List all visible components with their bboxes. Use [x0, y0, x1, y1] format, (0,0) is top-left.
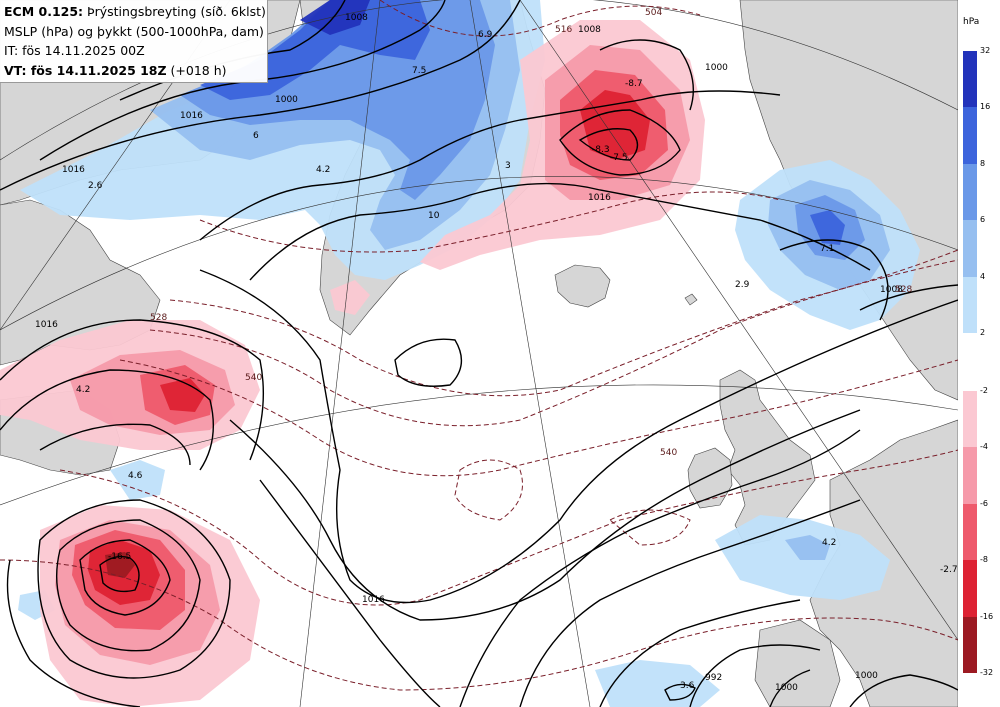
header-line-1: ECM 0.125: Þrýstingsbreyting (síð. 6klst… — [4, 2, 267, 22]
header-line-3: IT: fös 14.11.2025 00Z — [4, 43, 145, 58]
change-label: -2.7 — [940, 565, 958, 575]
map-labels: 1016 1016 1016 1016 1016 1008 1000 1008 … — [35, 8, 958, 693]
change-label: 2.9 — [735, 280, 750, 290]
change-label: 4.6 — [128, 471, 143, 481]
rise-swatch — [963, 51, 977, 108]
lead-time: (+018 h) — [166, 62, 227, 78]
isobar-label: 1000 — [275, 95, 298, 105]
fall-swatch — [963, 503, 977, 561]
change-label: 3 — [505, 161, 511, 171]
map-header: ECM 0.125: Þrýstingsbreyting (síð. 6klst… — [0, 0, 268, 83]
legend-unit: hPa — [963, 17, 980, 27]
change-label: 4.2 — [316, 165, 330, 175]
thickness-label: 540 — [660, 448, 677, 458]
color-legend: hPa 32 16 8 6 4 2 -2 -4 -6 -8 -16 -32 — [958, 0, 1000, 707]
change-label: 10 — [428, 211, 440, 221]
fall-swatch — [963, 616, 977, 673]
thickness-contours — [0, 0, 958, 691]
change-label: 6.9 — [478, 30, 493, 40]
fall-swatch — [963, 391, 977, 448]
fall-tick-label: -6 — [980, 498, 988, 508]
isobar-label: 1016 — [588, 193, 611, 203]
change-label: -16.5 — [108, 552, 131, 562]
graticule — [0, 0, 958, 707]
isobar-label: 1008 — [345, 13, 368, 23]
change-label: 2.6 — [88, 181, 103, 191]
isobar-label: 1016 — [362, 595, 385, 605]
isobar-label: 1016 — [62, 165, 85, 175]
isobar-label: 1000 — [775, 683, 798, 693]
product-name: Þrýstingsbreyting (síð. 6klst) — [83, 4, 266, 19]
isobar-label: 1000 — [855, 671, 878, 681]
forecast-map: 1016 1016 1016 1016 1016 1008 1000 1008 … — [0, 0, 958, 707]
isobar-label: 992 — [705, 673, 722, 683]
fall-swatch — [963, 447, 977, 504]
change-label: 6 — [253, 131, 259, 141]
change-label: -8.3 — [592, 145, 610, 155]
rise-swatch — [963, 107, 977, 164]
model-name: ECM 0.125: — [4, 4, 84, 19]
rise-tick-label: 2 — [980, 328, 986, 337]
change-label: 3.6 — [680, 681, 695, 691]
fall-tick-label: -16 — [980, 611, 994, 621]
isobar-label: 1000 — [705, 63, 728, 73]
change-label: 7.5 — [412, 66, 426, 76]
thickness-label: 504 — [645, 8, 662, 18]
rise-swatch — [963, 276, 977, 333]
thickness-label: 528 — [895, 285, 912, 295]
valid-time: VT: fös 14.11.2025 18Z — [4, 62, 167, 78]
rise-tick-label: 8 — [980, 158, 986, 168]
thickness-label: 540 — [245, 373, 262, 383]
isobars — [0, 0, 958, 707]
isobar-label: 1008 — [578, 25, 601, 35]
fall-tick-label: -2 — [980, 386, 988, 395]
rise-swatch — [963, 163, 977, 221]
isobar-label: 1016 — [180, 111, 203, 121]
fall-tick-label: -8 — [980, 555, 988, 565]
iceland — [554, 264, 611, 308]
fall-tick-label: -4 — [980, 442, 988, 452]
change-label: 4.2 — [76, 385, 90, 395]
rise-tick-label: 4 — [980, 271, 986, 281]
header-line-4: VT: fös 14.11.2025 18Z (+018 h) — [4, 61, 267, 81]
header-line-2: MSLP (hPa) og þykkt (500-1000hPa, dam) — [4, 23, 264, 39]
isobar-label: 1016 — [35, 320, 58, 330]
change-label: 4.2 — [822, 538, 836, 548]
thickness-label: 516 — [555, 25, 572, 35]
fall-tick-label: -32 — [980, 668, 994, 677]
change-label: -8.7 — [625, 79, 643, 89]
rise-swatch — [963, 220, 977, 277]
rise-tick-label: 16 — [980, 102, 991, 112]
rise-tick-label: 32 — [980, 46, 991, 55]
rise-tick-label: 6 — [980, 215, 986, 225]
isobar-label: 1008 — [880, 285, 903, 295]
change-label: 7.1 — [820, 244, 834, 254]
thickness-label: 528 — [150, 313, 167, 323]
fall-swatch — [963, 560, 977, 617]
change-label: -7.5 — [610, 153, 628, 163]
